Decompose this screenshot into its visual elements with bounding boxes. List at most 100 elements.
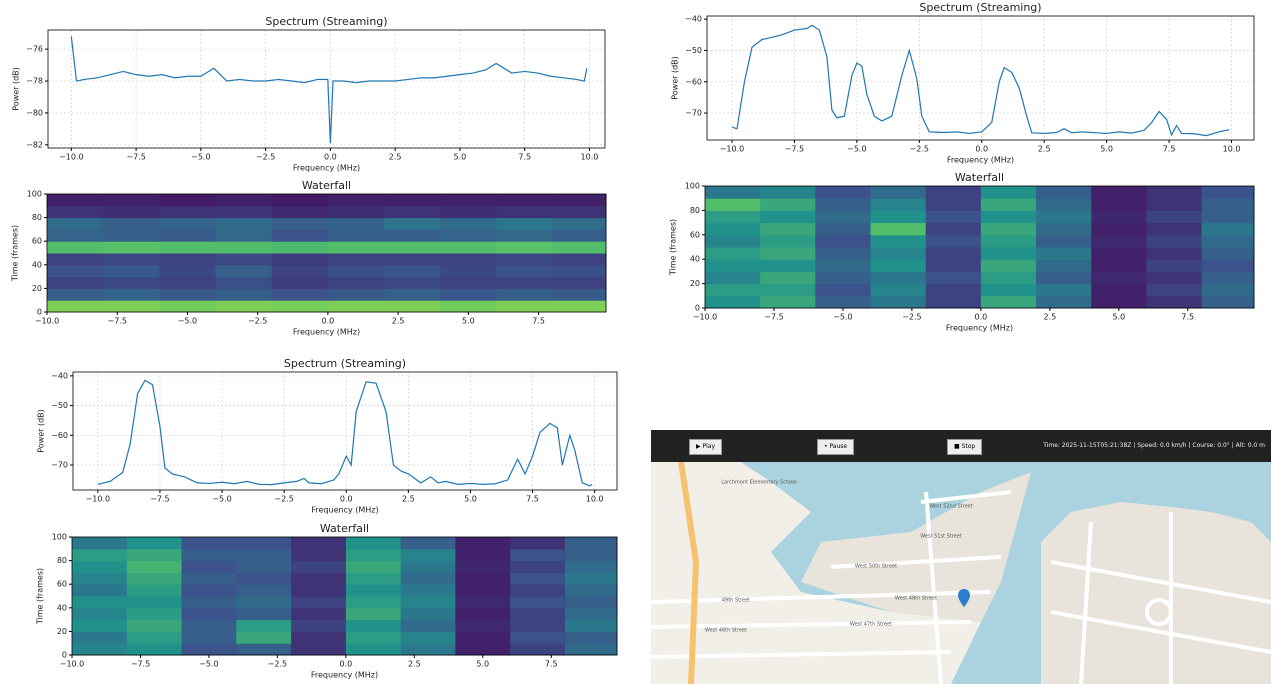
y-tick-label: 80 <box>32 213 42 222</box>
x-tick-label: 7.5 <box>545 660 558 669</box>
heatmap-cell <box>159 218 216 230</box>
heatmap-cell <box>553 300 607 312</box>
heatmap-cell <box>272 265 329 277</box>
heatmap-cell <box>705 271 761 284</box>
heatmap-cell <box>496 229 553 241</box>
pause-button[interactable]: • Pause <box>817 439 854 455</box>
heatmap-cell <box>553 288 607 300</box>
heatmap-cell <box>272 194 329 206</box>
heatmap-cell <box>103 265 160 277</box>
heatmap-cell <box>496 288 553 300</box>
heatmap-cell <box>328 253 385 265</box>
heatmap-cell <box>1036 223 1092 236</box>
heatmap-cell <box>926 271 982 284</box>
heatmap-cell <box>553 194 607 206</box>
heatmap-cell <box>236 561 291 573</box>
heatmap-cell <box>705 284 761 297</box>
heatmap-cell <box>328 265 385 277</box>
map-label: West 51st Street <box>920 534 962 540</box>
heatmap-cell <box>510 537 565 549</box>
heatmap-cell <box>103 288 160 300</box>
heatmap-cell <box>440 206 497 218</box>
map-label: Larchmont Elementary School <box>721 480 796 486</box>
heatmap-cell <box>1091 296 1147 309</box>
y-tick-label: −60 <box>51 431 68 440</box>
heatmap-cell <box>216 300 273 312</box>
x-tick-label: −5.0 <box>847 145 866 154</box>
heatmap-cell <box>384 265 441 277</box>
heatmap-cell <box>926 296 982 309</box>
heatmap-cell <box>926 186 982 199</box>
heatmap-cell <box>1202 198 1255 211</box>
heatmap-cell <box>127 596 182 608</box>
heatmap-cell <box>216 241 273 253</box>
heatmap-cell <box>236 620 291 632</box>
heatmap-cell <box>346 572 401 584</box>
heatmap-cell <box>346 596 401 608</box>
heatmap-cell <box>103 218 160 230</box>
heatmap-cell <box>236 584 291 596</box>
heatmap-cell <box>565 572 618 584</box>
heatmap-cell <box>760 247 816 260</box>
heatmap-cell <box>815 186 871 199</box>
y-tick-label: −70 <box>51 461 68 470</box>
stop-button[interactable]: ■ Stop <box>947 439 982 455</box>
heatmap-cell <box>1091 198 1147 211</box>
heatmap-cell <box>565 631 618 643</box>
heatmap-cell <box>103 277 160 289</box>
chart-title: Spectrum (Streaming) <box>265 15 387 28</box>
heatmap-cell <box>216 277 273 289</box>
x-tick-label: 5.0 <box>462 317 475 326</box>
heatmap-cell <box>328 206 385 218</box>
x-tick-label: −10.0 <box>720 145 745 154</box>
heatmap-cell <box>72 549 127 561</box>
heatmap-cell <box>440 229 497 241</box>
y-tick-label: 100 <box>52 533 67 542</box>
heatmap-cell <box>981 247 1037 260</box>
heatmap-cell <box>705 210 761 223</box>
heatmap-cell <box>272 241 329 253</box>
heatmap-cell <box>346 608 401 620</box>
heatmap-cell <box>272 218 329 230</box>
heatmap-cell <box>127 537 182 549</box>
heatmap-cell <box>47 300 104 312</box>
heatmap-cell <box>1036 271 1092 284</box>
x-axis-label: Frequency (MHz) <box>293 164 360 173</box>
x-tick-label: 0.0 <box>340 495 353 504</box>
heatmap-cell <box>510 643 565 655</box>
heatmap-cell <box>760 235 816 248</box>
heatmap-cell <box>346 643 401 655</box>
heatmap-cell <box>236 572 291 584</box>
heatmap-cell <box>291 596 346 608</box>
heatmap-cell <box>272 277 329 289</box>
y-tick-label: 20 <box>690 279 700 288</box>
x-tick-label: 10.0 <box>586 495 604 504</box>
heatmap-cell <box>871 296 927 309</box>
heatmap-cell <box>384 300 441 312</box>
heatmap-cell <box>871 259 927 272</box>
heatmap-cell <box>216 229 273 241</box>
heatmap-cell <box>47 265 104 277</box>
heatmap-cell <box>926 210 982 223</box>
heatmap-cell <box>236 608 291 620</box>
x-tick-label: 0.0 <box>340 660 353 669</box>
play-button[interactable]: ▶ Play <box>689 439 722 455</box>
heatmap-cell <box>216 218 273 230</box>
y-tick-label: 60 <box>32 237 42 246</box>
heatmap-cell <box>328 218 385 230</box>
heatmap-cell <box>291 608 346 620</box>
heatmap-cell <box>1036 259 1092 272</box>
heatmap-cell <box>981 296 1037 309</box>
heatmap-cell <box>553 206 607 218</box>
heatmap-cell <box>182 631 237 643</box>
heatmap-cell <box>1202 271 1255 284</box>
spectrum-line <box>71 36 587 143</box>
heatmap-cell <box>1036 198 1092 211</box>
y-tick-label: −76 <box>26 45 43 54</box>
heatmap-cell <box>384 277 441 289</box>
x-tick-label: −5.0 <box>178 317 197 326</box>
heatmap-cell <box>236 596 291 608</box>
heatmap-cell <box>291 572 346 584</box>
heatmap-cell <box>328 241 385 253</box>
